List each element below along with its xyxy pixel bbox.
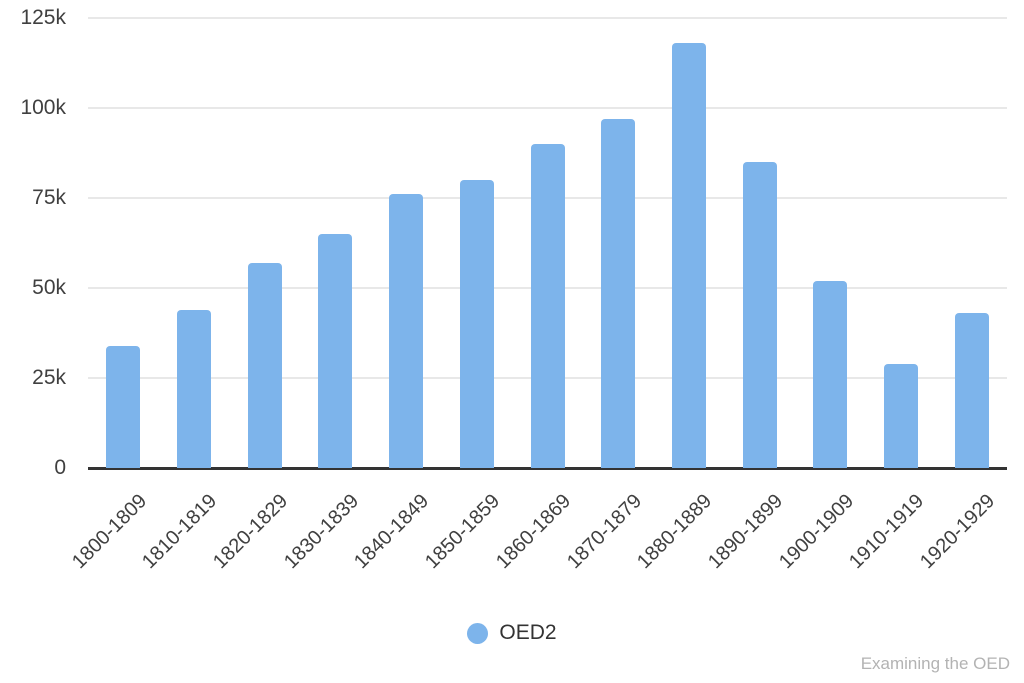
bar-1820-1829[interactable] <box>247 262 282 468</box>
bar-1910-1919[interactable] <box>884 363 918 468</box>
x-tick-label: 1830-1839 <box>279 490 363 574</box>
y-tick-label: 100k <box>20 96 66 119</box>
bar-1860-1869[interactable] <box>530 144 565 468</box>
bar-1900-1909[interactable] <box>813 280 848 468</box>
bar-1890-1899[interactable] <box>742 162 777 468</box>
bar-1880-1889[interactable] <box>671 43 706 468</box>
x-tick-label: 1910-1919 <box>845 490 929 574</box>
watermark-text: Examining the OED <box>860 654 1010 673</box>
x-tick-label: 1860-1869 <box>491 490 576 574</box>
bar-1850-1859[interactable] <box>459 180 494 468</box>
y-tick-label: 75k <box>32 186 66 209</box>
y-tick-label: 50k <box>32 276 66 299</box>
y-tick-label: 125k <box>20 6 66 29</box>
x-tick-label: 1870-1879 <box>562 490 646 574</box>
x-tick-label: 1800-1809 <box>67 490 151 574</box>
legend-marker-dot[interactable] <box>467 622 489 644</box>
x-tick-label: 1820-1829 <box>209 490 293 574</box>
x-tick-label: 1880-1889 <box>633 490 717 574</box>
x-tick-label: 1890-1899 <box>703 490 788 574</box>
gridline <box>88 107 1007 109</box>
legend-label[interactable]: OED2 <box>499 621 557 644</box>
bar-1830-1839[interactable] <box>318 234 353 468</box>
bar-1870-1879[interactable] <box>601 118 636 468</box>
y-tick-label: 25k <box>32 366 66 389</box>
x-axis-baseline <box>88 467 1007 470</box>
bar-1800-1809[interactable] <box>106 345 141 468</box>
x-tick-label: 1900-1909 <box>774 490 858 574</box>
bar-1810-1819[interactable] <box>177 309 211 468</box>
x-tick-label: 1920-1929 <box>916 490 1000 574</box>
y-tick-label: 0 <box>54 456 66 479</box>
bar-1840-1849[interactable] <box>389 194 424 468</box>
gridline <box>88 17 1007 19</box>
x-tick-label: 1810-1819 <box>138 490 222 574</box>
bar-1920-1929[interactable] <box>954 313 989 468</box>
x-tick-label: 1850-1859 <box>421 490 505 574</box>
legend: OED2 <box>0 620 1024 646</box>
x-tick-label: 1840-1849 <box>350 490 434 574</box>
